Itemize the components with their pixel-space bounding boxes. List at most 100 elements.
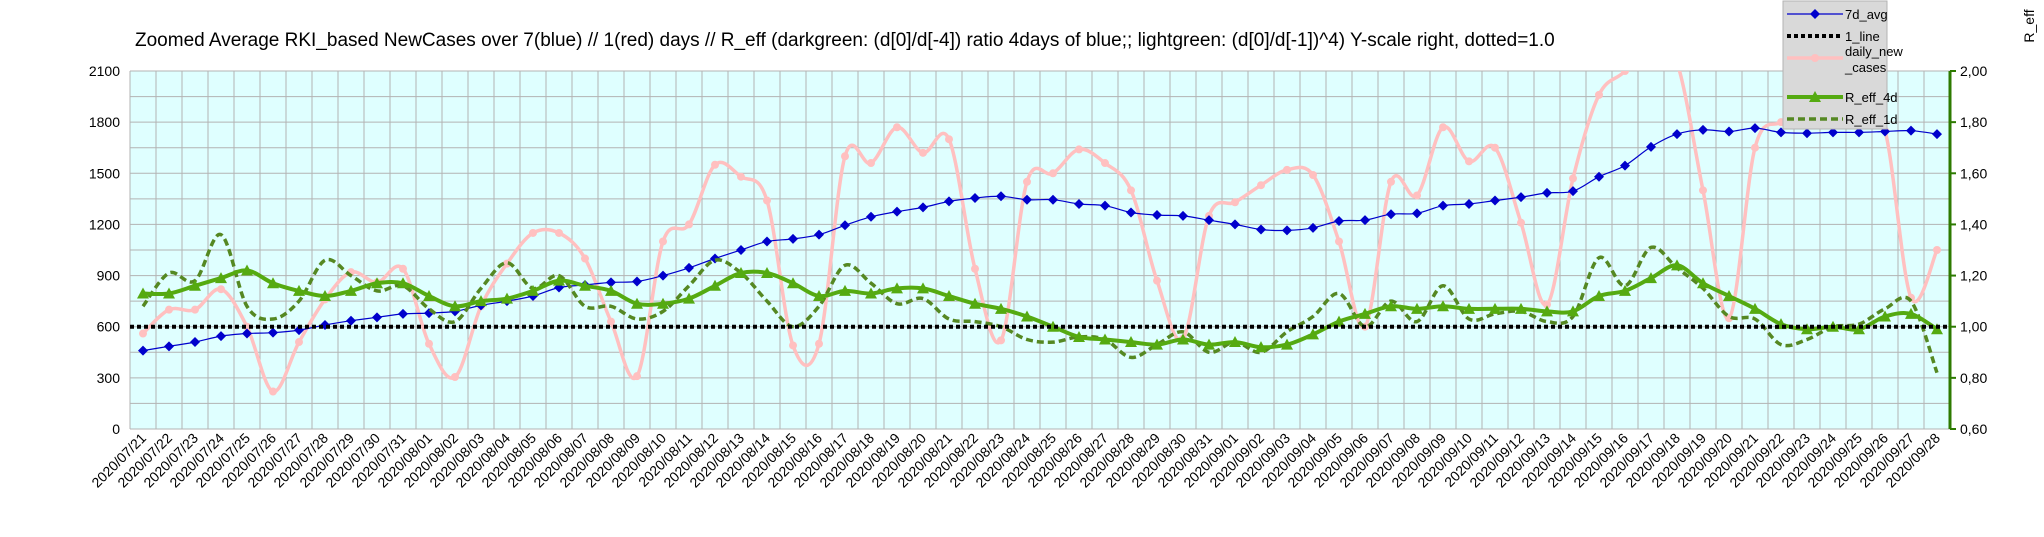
legend-label: _cases [1844,60,1887,75]
legend-item-1-line: 1_line [1787,29,1880,44]
7d-avg-point [1776,127,1786,138]
7d-avg-point [944,196,954,207]
R-eff-4d-point [1905,307,1917,319]
legend-marker [1811,54,1819,62]
legend-label: R_eff_1d [1845,112,1898,127]
daily-new-cases-point [269,387,277,396]
R-eff-4d-point [1411,302,1423,314]
R-eff-4d-point [553,274,565,286]
7d-avg-point [1828,127,1838,138]
7d-avg-point [788,233,798,244]
7d-avg-point [1620,160,1630,171]
daily-new-cases-point [1335,237,1343,246]
7d-avg-point [1152,210,1162,221]
7d-avg-point [1568,186,1578,197]
daily-new-cases-point [841,152,849,161]
R-eff-4d-point [891,282,903,294]
7d-avg-point [1308,222,1318,233]
R-eff-4d-point [787,277,799,289]
daily-new-cases-point [1491,143,1499,152]
daily-new-cases-point [893,123,901,132]
R-eff-4d-point [137,287,149,299]
7d-avg-point [918,202,928,213]
R-eff-4d-point [1333,315,1345,327]
R-eff-4d-point [501,292,513,304]
series-7d-avg [138,123,1942,356]
daily-new-cases-point [997,336,1005,345]
R-eff-4d-point [709,279,721,291]
R-eff-4d-point [397,277,409,289]
daily-new-cases-point [1101,159,1109,168]
legend-label: R_eff_4d [1845,90,1898,105]
7d-avg-point [1672,129,1682,140]
7d-avg-point [814,229,824,240]
7d-avg-point [1334,216,1344,227]
7d-avg-point [268,327,278,338]
legend-item-R-eff-1d: R_eff_1d [1787,112,1898,127]
R-eff-4d-point [1047,320,1059,332]
R-eff-4d-point [1463,302,1475,314]
R-eff-4d-point [319,290,331,302]
y2-tick-label: 0,80 [1960,370,1987,386]
7d-avg-point [1698,124,1708,135]
R-eff-4d-point [1515,302,1527,314]
daily-new-cases-point [1621,71,1629,75]
7d-avg-point [632,276,642,287]
7d-avg-point [1204,215,1214,226]
R-eff-4d-point [1645,272,1657,284]
y2-tick-label: 1,00 [1960,319,1987,335]
legend-item-R-eff-4d: R_eff_4d [1787,90,1898,105]
R-eff-4d-point [1931,323,1943,335]
7d-avg-point [1854,127,1864,138]
R-eff-4d-point [995,302,1007,314]
R-eff-1d-line [141,232,1939,374]
daily-new-cases-point [1023,177,1031,186]
R-eff-4d-point [1567,305,1579,317]
daily-new-cases-point [1049,169,1057,178]
daily-new-cases-point [633,372,641,381]
legend-label: 1_line [1845,29,1880,44]
7d-avg-point [1074,198,1084,209]
7d-avg-point [892,206,902,217]
y2-tick-label: 1,80 [1960,114,1987,130]
daily-new-cases-point [1543,300,1551,309]
7d-avg-point [1048,194,1058,205]
R-eff-4d-point [917,282,929,294]
R-eff-4d-point [1281,338,1293,350]
R-eff-4d-point [1021,310,1033,322]
y-tick-label: 1800 [89,114,120,130]
7d-avg-point [1594,171,1604,182]
daily-new-cases-point [1283,165,1291,174]
7d-avg-point [996,191,1006,202]
grid [129,70,1951,430]
R-eff-4d-point [1151,338,1163,350]
y-tick-label: 0 [112,421,120,437]
R-eff-4d-point [943,290,955,302]
R-eff-4d-point [345,284,357,296]
R-eff-4d-point [969,297,981,309]
7d-avg-point [1932,129,1942,140]
R-eff-4d-point [865,287,877,299]
daily-new-cases-point [1673,58,1681,66]
legend-marker [1809,91,1821,102]
legend-marker [1810,9,1820,19]
daily-new-cases-point [399,264,407,273]
R-eff-4d-point [1619,284,1631,296]
R-eff-4d-point [241,264,253,276]
R-eff-4d-point [1359,307,1371,319]
R-eff-4d-point [189,279,201,291]
R-eff-4d-point [293,284,305,296]
7d-avg-point [866,211,876,222]
7d-avg-point [372,312,382,323]
daily-new-cases-point [1153,276,1161,285]
R-eff-4d-point [735,267,747,279]
daily-new-cases-point [165,305,173,314]
daily-new-cases-point [555,228,563,237]
7d-avg-point [840,220,850,231]
7d-avg-point [346,315,356,326]
daily-new-cases-point [1387,177,1395,186]
7d-avg-point [1880,126,1890,137]
daily-new-cases-point [737,172,745,181]
R-eff-4d-point [1307,328,1319,340]
R-eff-4d-point [1073,330,1085,342]
